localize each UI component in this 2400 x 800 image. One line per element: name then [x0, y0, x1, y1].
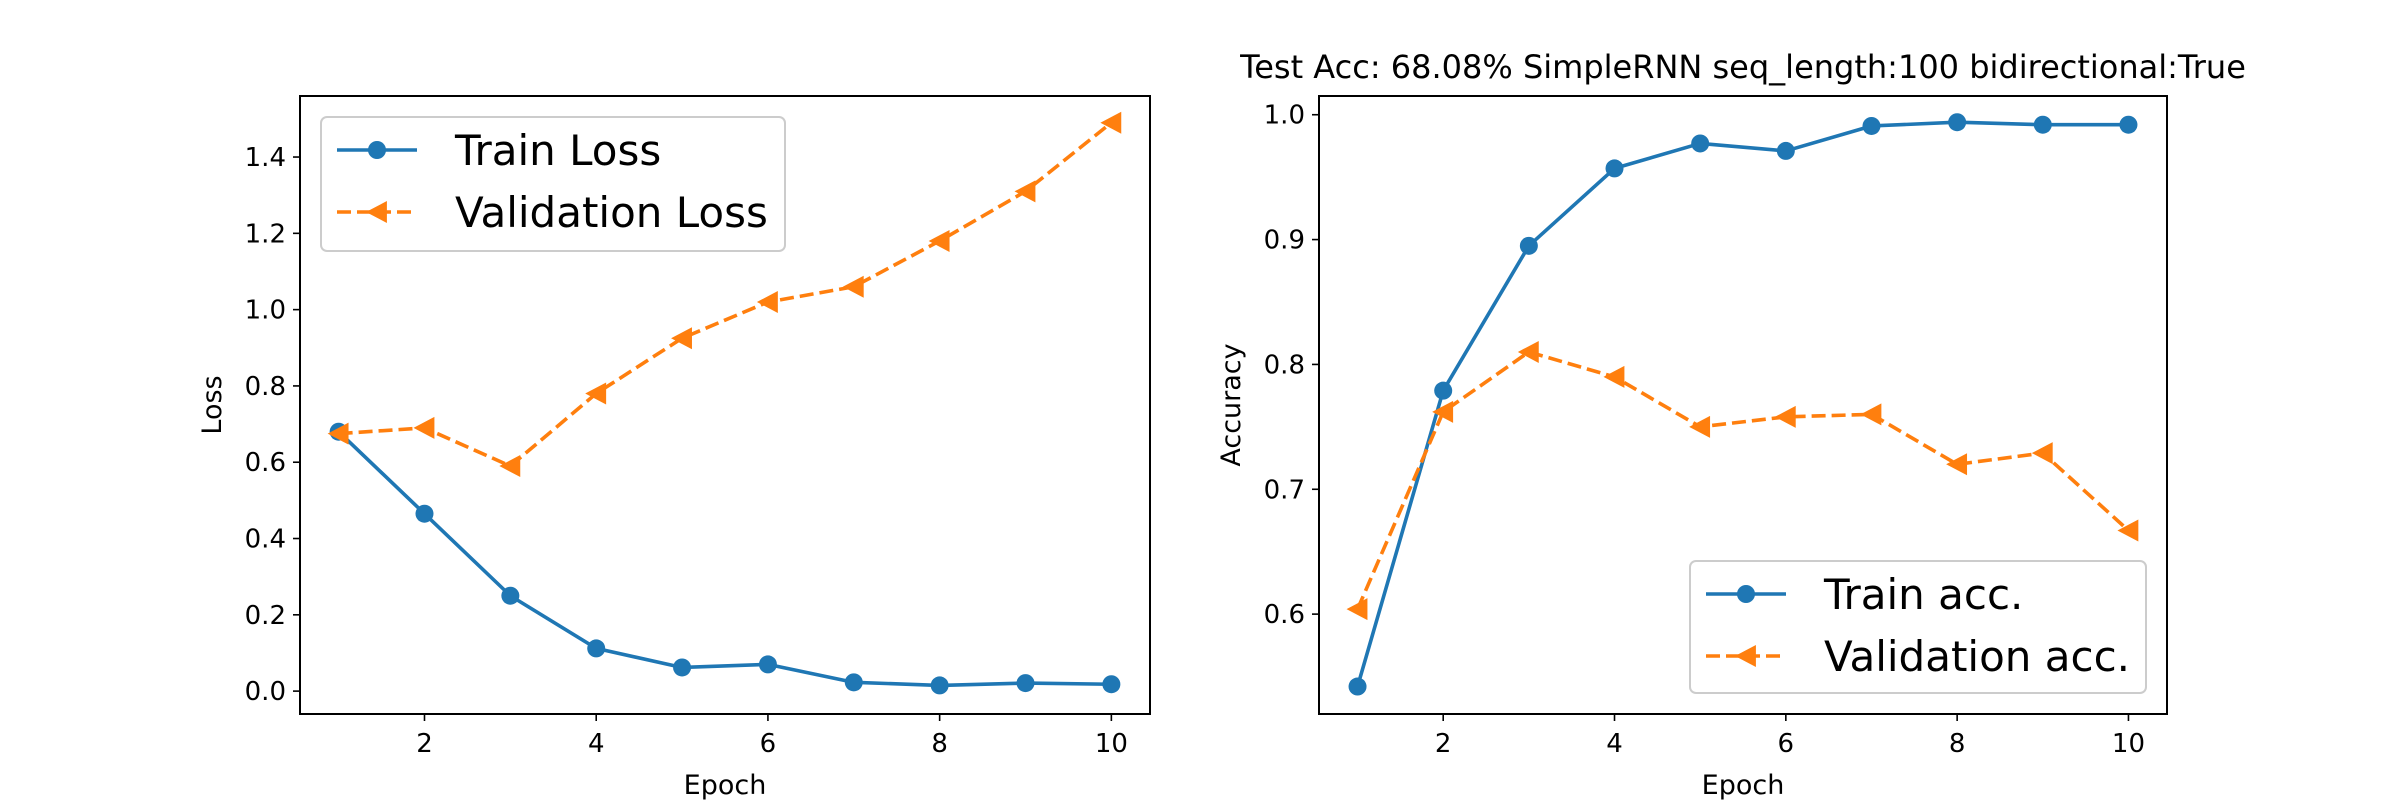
- data-point: [413, 416, 435, 439]
- legend-item: Validation acc.: [1706, 632, 2130, 681]
- data-point: [1691, 134, 1710, 153]
- y-tick-label: 0.2: [245, 601, 286, 631]
- y-tick-label: 0.9: [1264, 226, 1305, 256]
- series-validation: [1346, 340, 2139, 621]
- y-tick-label: 0.8: [245, 372, 286, 402]
- y-tick-label: 0.4: [245, 525, 286, 555]
- legend-frame: [1689, 560, 2147, 694]
- series-validation: [327, 111, 1122, 478]
- series-train: [329, 422, 1121, 695]
- data-point: [2119, 115, 2138, 134]
- x-tick-label: 2: [1435, 729, 1452, 759]
- series-line: [1355, 120, 2129, 688]
- x-tick-label: 10: [1095, 729, 1128, 759]
- y-axis-label: Accuracy: [1216, 343, 1247, 466]
- data-point: [1689, 415, 1711, 438]
- legend-item: Train acc.: [1706, 570, 2023, 619]
- data-point: [587, 639, 606, 658]
- y-tick-label: 0.6: [245, 448, 286, 478]
- legend-label: Validation acc.: [1824, 632, 2130, 681]
- accuracy-chart: 2 4 6 8 10 0.6 0.7 0.8 0.9 1.0 Epoch Accuracy Test A…: [1216, 48, 2246, 800]
- loss-chart: 2 4 6 8 10 0.0 0.2 0.4 0.6 0.8 1.0 1.2 1.4 Epoch Loss T…: [197, 95, 1151, 800]
- x-tick-label: 8: [931, 729, 948, 759]
- data-point: [1517, 340, 1539, 363]
- data-point: [1100, 111, 1122, 134]
- x-tick-label: 4: [1606, 729, 1623, 759]
- data-point: [1434, 381, 1453, 400]
- x-tick-label: 8: [1949, 729, 1966, 759]
- plot-area-frame: [299, 95, 1151, 715]
- legend-item: Train Loss: [337, 126, 661, 175]
- data-point: [1603, 365, 1625, 388]
- chart-title: Test Acc: 68.08% SimpleRNN seq_length:10…: [1239, 48, 2246, 86]
- data-point: [585, 382, 607, 405]
- series-line: [337, 430, 1112, 688]
- y-tick-label: 1.2: [245, 219, 286, 249]
- data-point: [2031, 442, 2053, 465]
- data-point: [499, 455, 521, 478]
- data-point: [501, 586, 520, 605]
- y-tick-label: 0.7: [1264, 475, 1305, 505]
- data-point: [928, 229, 950, 252]
- data-point: [1776, 141, 1795, 160]
- legend: Train Loss Validation Loss: [320, 116, 786, 252]
- plot-area-frame: [1318, 95, 2168, 715]
- legend-label: Train Loss: [454, 126, 661, 175]
- data-point: [2117, 519, 2139, 542]
- data-point: [1862, 116, 1881, 135]
- data-point: [1860, 403, 1882, 426]
- data-point: [1016, 674, 1035, 693]
- data-point: [1102, 675, 1121, 694]
- legend-label: Train acc.: [1823, 570, 2023, 619]
- data-point: [930, 676, 949, 695]
- y-tick-label: 0.0: [245, 677, 286, 707]
- y-tick-label: 1.0: [245, 296, 286, 326]
- y-tick-label: 0.8: [1264, 350, 1305, 380]
- data-point: [1605, 159, 1624, 178]
- x-tick-label: 4: [588, 729, 605, 759]
- data-point: [327, 422, 349, 445]
- data-point: [758, 655, 777, 674]
- legend: Train acc. Validation acc.: [1689, 560, 2147, 694]
- x-axis-label: Epoch: [1702, 770, 1785, 800]
- legend-label: Validation Loss: [455, 188, 768, 237]
- legend-frame: [320, 116, 786, 252]
- legend-item: Validation Loss: [337, 188, 768, 237]
- data-point: [1346, 598, 1368, 621]
- data-point: [415, 504, 434, 523]
- x-tick-label: 6: [760, 729, 777, 759]
- x-tick-label: 6: [1778, 729, 1795, 759]
- data-point: [842, 275, 864, 298]
- data-point: [671, 327, 692, 350]
- data-point: [673, 658, 692, 677]
- y-tick-label: 1.0: [1264, 101, 1305, 131]
- data-point: [756, 291, 778, 313]
- legend-marker: [1735, 645, 1756, 667]
- legend-marker: [368, 141, 386, 159]
- legend-marker: [366, 201, 387, 223]
- data-point: [1014, 180, 1036, 203]
- series-line: [338, 121, 1113, 468]
- data-point: [1348, 677, 1367, 696]
- series-line: [1355, 350, 2130, 610]
- data-point: [2033, 115, 2052, 134]
- y-axis-label: Loss: [197, 375, 228, 434]
- x-tick-label: 2: [416, 729, 433, 759]
- y-tick-label: 0.6: [1264, 600, 1305, 630]
- data-point: [1774, 405, 1796, 428]
- data-point: [1519, 236, 1538, 255]
- series-train: [1348, 113, 2138, 696]
- legend-marker: [1737, 585, 1755, 603]
- x-axis-label: Epoch: [684, 770, 767, 800]
- data-point: [844, 673, 863, 692]
- y-tick-label: 1.4: [245, 143, 286, 173]
- data-point: [1946, 453, 1968, 476]
- data-point: [1948, 113, 1967, 132]
- data-point: [1432, 400, 1454, 423]
- x-tick-label: 10: [2112, 729, 2145, 759]
